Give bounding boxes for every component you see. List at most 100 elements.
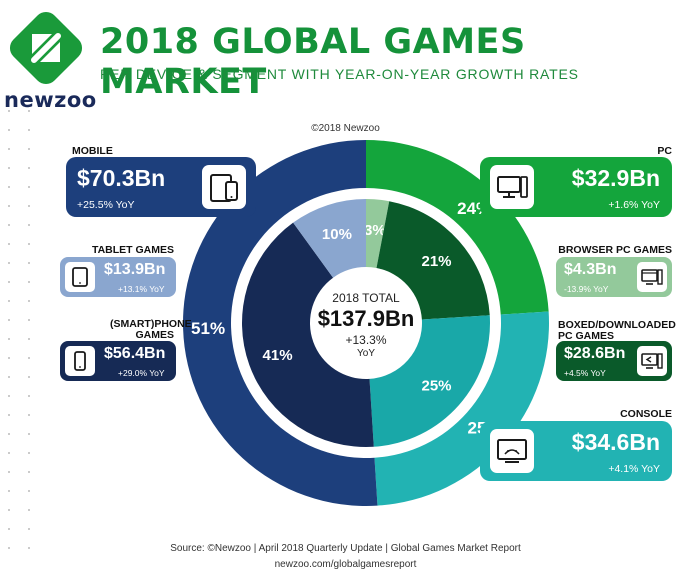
outer-slice-pc <box>366 140 549 315</box>
tablet-value: $13.9Bn <box>104 261 166 278</box>
browser-label: BROWSER PC GAMES <box>558 244 672 256</box>
source-text: Source: ©Newzoo | April 2018 Quarterly U… <box>170 543 521 554</box>
mobile-value: $70.3Bn <box>77 165 166 191</box>
copyright-text: ©2018 Newzoo <box>311 123 380 134</box>
mobile-yoy: +25.5% YoY <box>77 199 135 211</box>
decorative-dot <box>8 262 10 264</box>
mobile-icon-box <box>202 165 246 209</box>
boxed-label: BOXED/DOWNLOADED PC GAMES <box>558 319 676 342</box>
decorative-dot <box>28 357 30 359</box>
decorative-dot <box>28 490 30 492</box>
newzoo-logo-icon <box>9 11 83 85</box>
inner-slice-label: 41% <box>263 347 293 364</box>
outer-slice-console <box>374 311 549 506</box>
decorative-dot <box>28 186 30 188</box>
inner-slice-smart-phone-games <box>242 222 374 447</box>
decorative-dot <box>8 319 10 321</box>
decorative-dot <box>8 490 10 492</box>
console-card: $34.6Bn +4.1% YoY <box>480 421 672 481</box>
decorative-dot <box>8 338 10 340</box>
decorative-dot <box>28 148 30 150</box>
decorative-dot <box>8 243 10 245</box>
browser-icon-box <box>637 262 667 292</box>
decorative-dot <box>28 129 30 131</box>
mobile-card: $70.3Bn +25.5% YoY <box>66 157 256 217</box>
tablet-yoy: +13.1% YoY <box>118 284 165 294</box>
tablet-card: $13.9Bn +13.1% YoY <box>60 257 176 297</box>
decorative-dot <box>8 414 10 416</box>
inner-slice-tablet-games <box>293 199 366 278</box>
decorative-dot <box>8 224 10 226</box>
pc-label: PC <box>657 145 672 157</box>
decorative-dot <box>8 452 10 454</box>
decorative-dot <box>8 281 10 283</box>
decorative-dot <box>8 528 10 530</box>
decorative-dot <box>28 338 30 340</box>
decorative-dot <box>28 300 30 302</box>
tablet-icon-box <box>65 262 95 292</box>
decorative-dot <box>8 471 10 473</box>
smartphone-icon <box>74 351 86 371</box>
source-url: newzoo.com/globalgamesreport <box>274 559 417 570</box>
decorative-dot <box>28 509 30 511</box>
pc-icon-box <box>490 165 534 209</box>
smartphone-value: $56.4Bn <box>104 345 166 362</box>
decorative-dot <box>8 357 10 359</box>
mobile-label: MOBILE <box>72 145 113 157</box>
decorative-dot <box>28 319 30 321</box>
pc-yoy: +1.6% YoY <box>608 199 660 211</box>
decorative-dot <box>8 433 10 435</box>
donut-chart: 24%25%51%3%21%25%41%10% <box>182 140 549 506</box>
tablet-label: TABLET GAMES <box>91 244 174 256</box>
decorative-dot <box>28 376 30 378</box>
decorative-dot <box>28 471 30 473</box>
inner-slice-browser-pc-games <box>366 199 390 268</box>
boxed-value: $28.6Bn <box>564 345 626 362</box>
decorative-dot <box>28 547 30 549</box>
pc-card: $32.9Bn +1.6% YoY <box>480 157 672 217</box>
inner-slice-console <box>369 315 490 447</box>
outer-slice-label: 51% <box>191 319 225 338</box>
browser-pc-icon <box>641 269 663 285</box>
decorative-dot <box>28 110 30 112</box>
browser-card: $4.3Bn -13.9% YoY <box>556 257 672 297</box>
decorative-dot <box>28 167 30 169</box>
decorative-dot <box>28 224 30 226</box>
browser-value: $4.3Bn <box>564 261 617 278</box>
decorative-dot <box>28 414 30 416</box>
smartphone-yoy: +29.0% YoY <box>118 368 165 378</box>
browser-yoy: -13.9% YoY <box>564 284 609 294</box>
decorative-dot <box>28 243 30 245</box>
logo-text: newzoo <box>4 88 97 112</box>
console-yoy: +4.1% YoY <box>608 463 660 475</box>
smartphone-label: (SMART)PHONE GAMES <box>110 318 192 341</box>
decorative-dot <box>8 205 10 207</box>
decorative-dot <box>8 148 10 150</box>
inner-slice-label: 10% <box>322 226 352 243</box>
console-icon-box <box>490 429 534 473</box>
decorative-dot <box>8 167 10 169</box>
center-total-label: 2018 TOTAL <box>332 291 400 305</box>
console-value: $34.6Bn <box>571 429 660 455</box>
decorative-dot <box>28 528 30 530</box>
console-label: CONSOLE <box>620 408 672 420</box>
pc-value: $32.9Bn <box>571 165 660 191</box>
decorative-dot <box>28 262 30 264</box>
decorative-dot <box>8 186 10 188</box>
decorative-dot <box>8 547 10 549</box>
smartphone-icon-box <box>65 346 95 376</box>
center-total-value: $137.9Bn <box>317 306 415 331</box>
inner-slice-label: 25% <box>421 378 451 395</box>
download-pc-icon <box>641 353 663 369</box>
tablet-icon <box>72 267 88 287</box>
outer-slice-mobile <box>182 140 378 506</box>
decorative-dot <box>28 452 30 454</box>
inner-slice-label: 21% <box>421 253 451 270</box>
mobile-devices-icon <box>210 174 238 202</box>
page-subtitle: PER DEVICE & SEGMENT WITH YEAR-ON-YEAR G… <box>100 66 579 82</box>
decorative-dot <box>28 395 30 397</box>
boxed-card: $28.6Bn +4.5% YoY <box>556 341 672 381</box>
decorative-dot <box>28 281 30 283</box>
inner-slice-boxed-downloaded-pc-games <box>376 201 490 320</box>
boxed-icon-box <box>637 346 667 376</box>
